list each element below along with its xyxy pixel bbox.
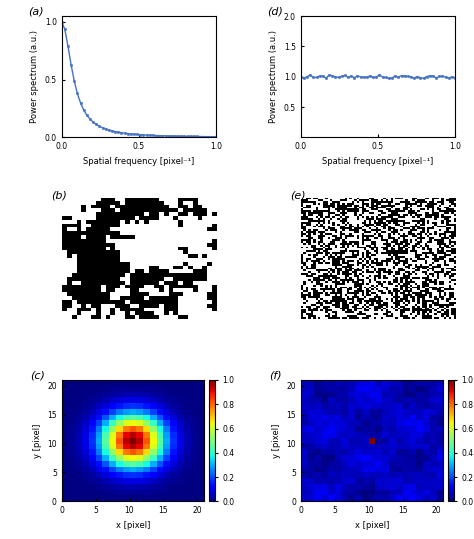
Text: (f): (f) [269,370,282,381]
Y-axis label: y [pixel]: y [pixel] [33,424,42,458]
X-axis label: x [pixel]: x [pixel] [116,521,150,530]
X-axis label: x [pixel]: x [pixel] [355,521,389,530]
Y-axis label: Power spectrum (a.u.): Power spectrum (a.u.) [30,30,39,123]
Y-axis label: y [pixel]: y [pixel] [272,424,281,458]
Y-axis label: Power spectrum (a.u.): Power spectrum (a.u.) [269,30,278,123]
X-axis label: Spatial frequency [pixel⁻¹]: Spatial frequency [pixel⁻¹] [322,157,434,166]
X-axis label: Spatial frequency [pixel⁻¹]: Spatial frequency [pixel⁻¹] [83,157,194,166]
Text: (e): (e) [290,191,306,201]
Text: (b): (b) [51,191,67,201]
Text: (c): (c) [30,370,45,381]
Text: (a): (a) [27,6,43,17]
Text: (d): (d) [267,6,283,17]
